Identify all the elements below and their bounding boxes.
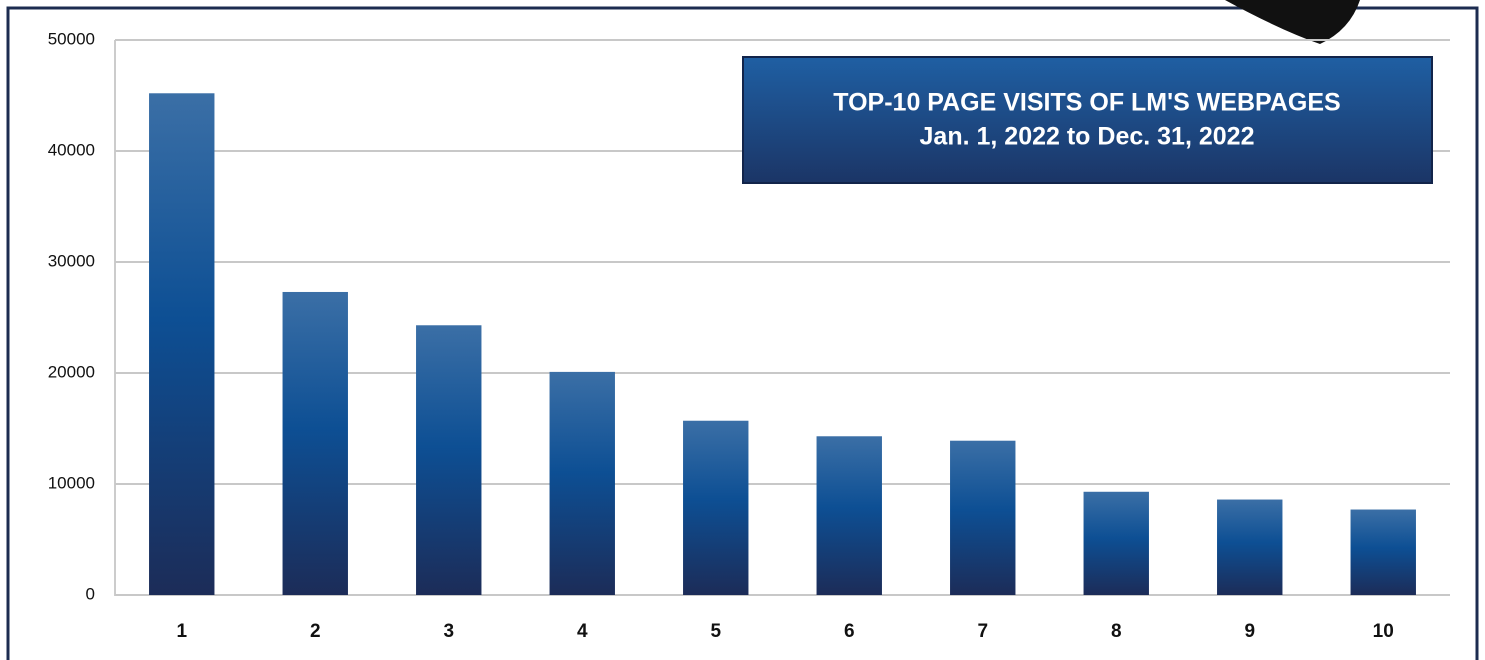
x-tick-label: 8 bbox=[1111, 621, 1122, 642]
bar bbox=[149, 93, 214, 595]
y-tick-label: 30000 bbox=[48, 251, 95, 270]
bar bbox=[416, 325, 481, 595]
y-tick-label: 20000 bbox=[48, 362, 95, 381]
x-tick-label: 3 bbox=[443, 621, 454, 642]
x-tick-label: 6 bbox=[844, 621, 855, 642]
bar bbox=[1217, 500, 1282, 595]
chart-title: TOP-10 PAGE VISITS OF LM'S WEBPAGES bbox=[833, 89, 1340, 117]
bar bbox=[283, 292, 348, 595]
title-box bbox=[743, 57, 1432, 183]
x-tick-label: 9 bbox=[1244, 621, 1255, 642]
y-tick-label: 40000 bbox=[48, 140, 95, 159]
x-tick-label: 7 bbox=[977, 621, 988, 642]
y-tick-label: 50000 bbox=[48, 29, 95, 48]
chart-subtitle: Jan. 1, 2022 to Dec. 31, 2022 bbox=[920, 123, 1255, 151]
chart: 0 10000 20000 30000 40000 50000 1 2 3 4 5 6 7 8 9 10 TO… bbox=[0, 0, 1485, 660]
y-tick-label: 0 bbox=[86, 584, 95, 603]
page: 0 10000 20000 30000 40000 50000 1 2 3 4 5 6 7 8 9 10 TO… bbox=[0, 0, 1485, 660]
x-tick-label: 5 bbox=[710, 621, 721, 642]
x-tick-label: 1 bbox=[176, 621, 187, 642]
x-tick-label: 4 bbox=[577, 621, 588, 642]
y-tick-label: 10000 bbox=[48, 473, 95, 492]
bar bbox=[550, 372, 615, 595]
bar bbox=[683, 421, 748, 595]
x-tick-label: 10 bbox=[1373, 621, 1394, 642]
bar bbox=[817, 436, 882, 595]
x-tick-label: 2 bbox=[310, 621, 321, 642]
bar bbox=[950, 441, 1015, 595]
bar bbox=[1351, 510, 1416, 595]
bar bbox=[1084, 492, 1149, 595]
